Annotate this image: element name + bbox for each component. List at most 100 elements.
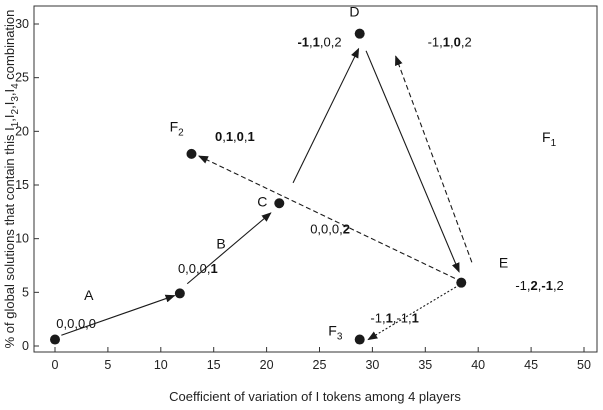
- annotation-D-part-0: D: [349, 3, 359, 19]
- y-axis-label-part-6: ,I: [2, 89, 17, 96]
- x-tick-label: 10: [154, 358, 168, 372]
- point-label-F3: -1,1,-1,1: [370, 310, 418, 325]
- point-label-F2-part-3: ,: [233, 129, 237, 144]
- point-label-F3-part-3: 1: [412, 310, 419, 325]
- x-tick-label: 0: [52, 358, 59, 372]
- y-axis-label: % of global solutions that contain this …: [2, 10, 21, 349]
- x-tick-label: 25: [313, 358, 327, 372]
- arrow-4: [365, 50, 460, 273]
- point-label-A: 0,0,0,1: [178, 261, 218, 276]
- point-label-E-part-1: 2: [531, 278, 538, 293]
- plot-frame: [33, 5, 598, 353]
- point-label-D_left-part-0: -1: [297, 35, 309, 50]
- point-label-C-part-1: 2: [343, 221, 350, 236]
- annotation-F1: F1: [542, 129, 557, 149]
- annotation-E: E: [499, 255, 508, 271]
- annotation-F1-part-1: 1: [551, 138, 557, 149]
- point-label-D_left: -1,1,0,2: [297, 35, 341, 50]
- point-label-C-part-0: 0,0,0,: [310, 221, 343, 236]
- point-label-D_left-part-3: ,0,2: [320, 35, 342, 50]
- y-axis-label-part-0: % of global solutions that contain this …: [2, 127, 17, 348]
- x-tick-label: 20: [260, 358, 274, 372]
- annotation-F3-part-0: F: [328, 322, 337, 338]
- annotation-F1-part-0: F: [542, 129, 551, 145]
- point-label-D_left-part-2: 1: [313, 35, 320, 50]
- point-label-D_right-part-2: ,: [450, 35, 454, 50]
- point-label-F2: 0,1,0,1: [215, 129, 255, 144]
- y-axis-label-part-4: ,I: [2, 102, 17, 109]
- point-label-D_right: -1,1,0,2: [428, 35, 472, 50]
- y-axis-label-part-1: 1: [10, 121, 21, 127]
- point-label-F3-part-0: -1,: [370, 310, 385, 325]
- point-label-p0: 0,0,0,0: [56, 316, 96, 331]
- point-label-F2-part-0: 0: [215, 129, 222, 144]
- x-tick-label: 45: [524, 358, 538, 372]
- annotation-C-part-0: C: [257, 193, 267, 209]
- arrow-6: [197, 155, 456, 279]
- point-A: [174, 288, 185, 299]
- y-tick-label: 5: [22, 285, 29, 299]
- point-label-D_right-part-0: -1,: [428, 35, 443, 50]
- annotation-F3: F3: [328, 322, 343, 342]
- point-labels: 0,0,0,00,0,0,10,0,0,2-1,1,0,2 -1,1,0,20,1…: [56, 35, 564, 331]
- annotation-F2-part-1: 2: [178, 127, 184, 138]
- y-tick-label: 20: [15, 124, 29, 138]
- point-label-A-part-0: 0,0,0,: [178, 261, 211, 276]
- y-axis-label-part-8: combination: [2, 10, 17, 84]
- annotation-F3-part-1: 3: [337, 331, 343, 342]
- point-label-F2-part-2: 1: [226, 129, 233, 144]
- x-tick-label: 5: [104, 358, 111, 372]
- annotation-A: A: [84, 287, 94, 303]
- point-label-E-part-0: -1,: [515, 278, 530, 293]
- y-axis-label-part-3: 2: [10, 108, 21, 114]
- annotation-D: D: [349, 3, 359, 19]
- annotation-A-part-0: A: [84, 287, 94, 303]
- point-label-E-part-3: -1: [541, 278, 553, 293]
- point-label-C: 0,0,0,2: [310, 221, 350, 236]
- point-label-F3-part-1: 1: [386, 310, 393, 325]
- y-tick-label: 30: [15, 17, 29, 31]
- annotation-E-part-0: E: [499, 255, 508, 271]
- x-tick-label: 50: [577, 358, 591, 372]
- point-label-F3-part-2: ,-1,: [393, 310, 412, 325]
- point-label-E: -1,2,-1,2: [515, 278, 563, 293]
- arrow-5: [395, 55, 473, 263]
- x-tick-label: 35: [418, 358, 432, 372]
- arrow-2: [186, 212, 272, 285]
- point-label-D_left-part-1: ,: [309, 35, 313, 50]
- y-axis: 0 5 10 15 20 25 30: [15, 17, 39, 353]
- point-label-D_right-part-3: 0: [454, 35, 461, 50]
- x-tick-label: 40: [471, 358, 485, 372]
- point-label-F2-part-4: 0: [237, 129, 244, 144]
- arrow-7: [367, 286, 457, 341]
- annotation-B-part-0: B: [216, 235, 225, 251]
- arrow-3: [292, 47, 360, 184]
- point-label-E-part-2: ,: [538, 278, 542, 293]
- point-F2: [186, 148, 197, 159]
- data-points: [50, 28, 467, 345]
- arrows: [61, 47, 473, 341]
- annotation-F2-part-0: F: [170, 118, 179, 134]
- y-tick-label: 10: [15, 232, 29, 246]
- point-label-F2-part-6: 1: [248, 129, 255, 144]
- point-label-D_right-part-1: 1: [443, 35, 450, 50]
- annotation-F2: F2: [170, 118, 185, 138]
- y-axis-label-part-2: ,I: [2, 114, 17, 121]
- point-E: [456, 277, 467, 288]
- annotation-B: B: [216, 235, 225, 251]
- point-D: [354, 28, 365, 39]
- point-label-p0-part-0: 0,0,0,0: [56, 316, 96, 331]
- point-C: [274, 198, 285, 209]
- x-axis-label: Coefficient of variation of I tokens amo…: [169, 389, 461, 404]
- point-label-A-part-1: 1: [210, 261, 217, 276]
- point-label-F2-part-1: ,: [222, 129, 226, 144]
- y-axis-label-part-5: 3: [10, 96, 21, 102]
- y-tick-label: 25: [15, 71, 29, 85]
- point-p0: [50, 334, 60, 345]
- annotation-C: C: [257, 193, 267, 209]
- y-axis-label-part-7: 4: [10, 83, 21, 89]
- y-tick-label: 0: [22, 339, 29, 353]
- point-label-F2-part-5: ,: [244, 129, 248, 144]
- x-axis: 0 5 10 15 20 25 30 35 40 45 50: [52, 347, 591, 372]
